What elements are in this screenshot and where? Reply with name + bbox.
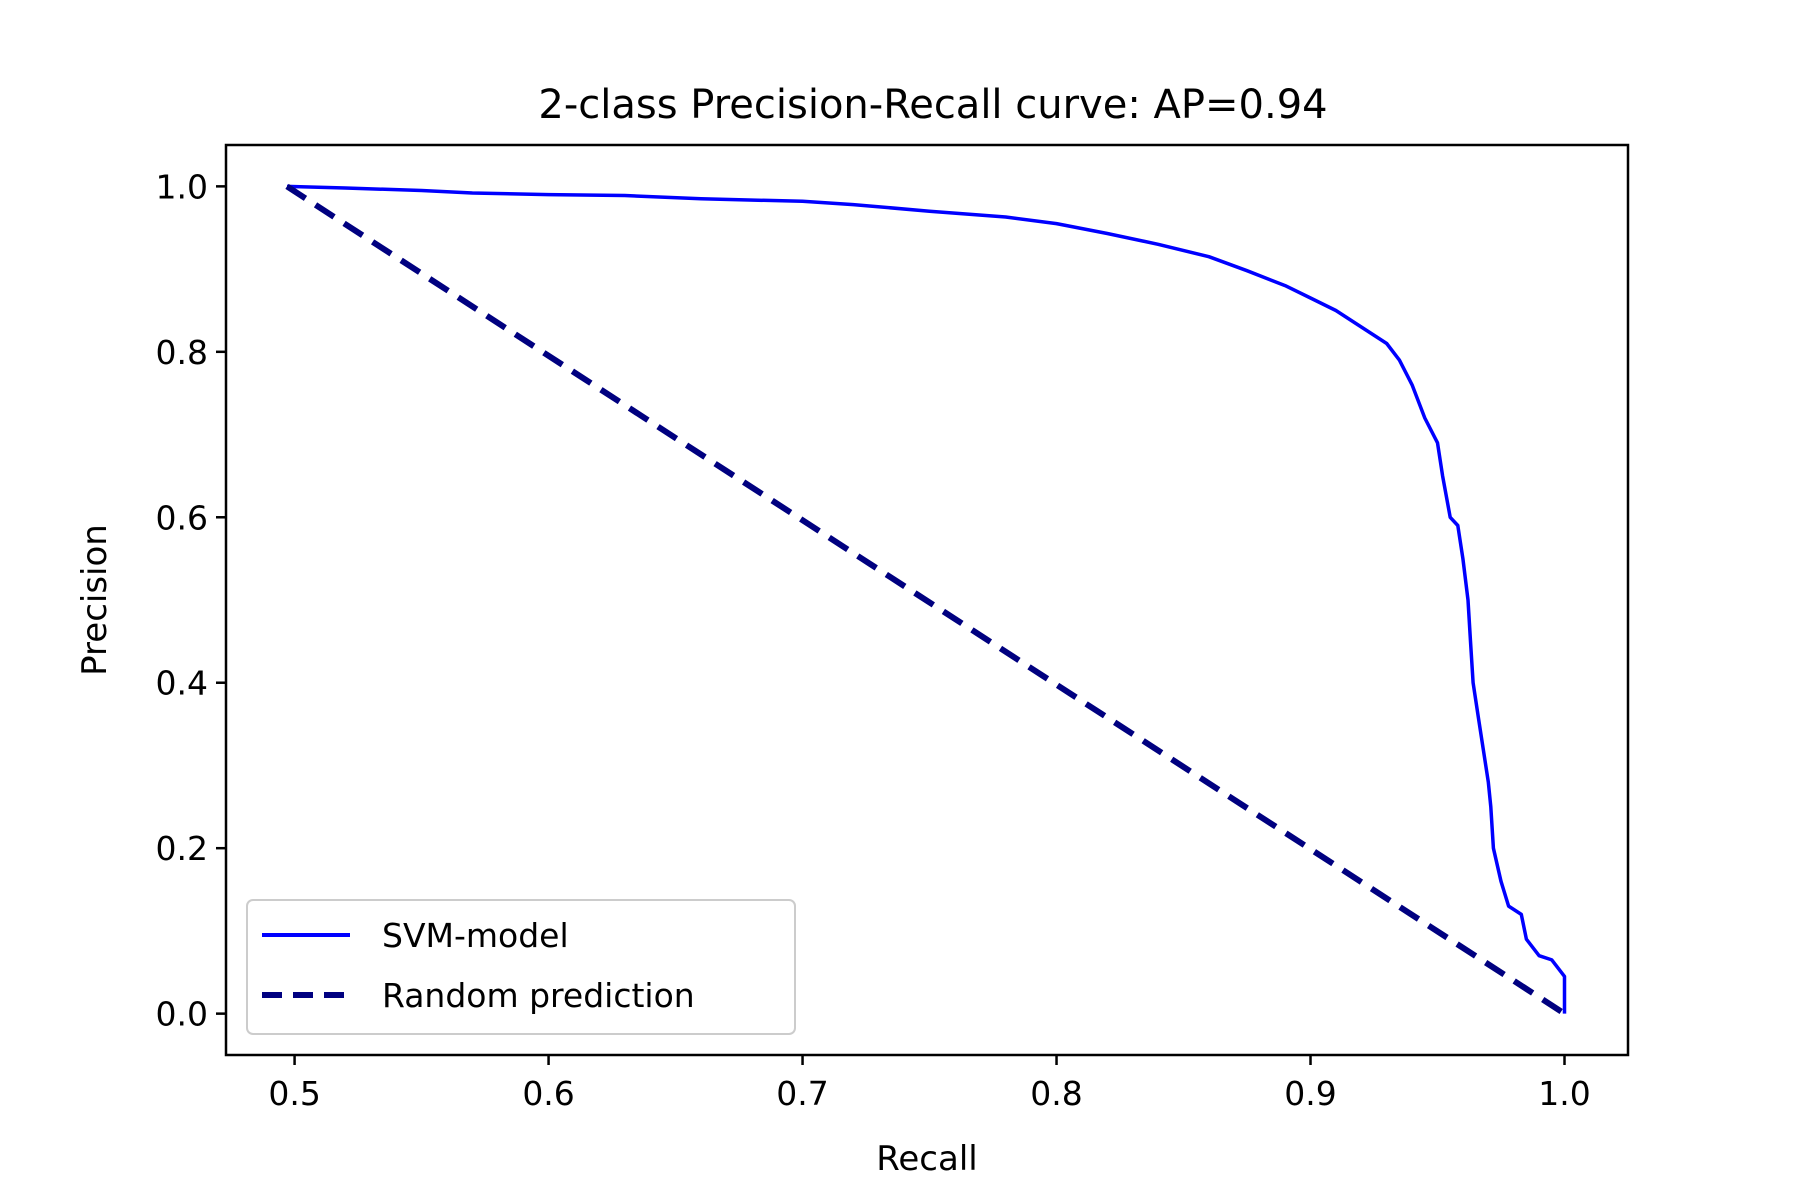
- y-axis-ticks: 0.0 0.2 0.4 0.6 0.8 1.0: [156, 167, 226, 1034]
- x-tick-label: 0.9: [1284, 1074, 1336, 1113]
- y-tick-label: 0.0: [156, 995, 208, 1034]
- legend-label-svm-model: SVM-model: [382, 916, 569, 955]
- x-tick-label: 0.8: [1030, 1074, 1082, 1113]
- y-tick-label: 0.6: [156, 498, 208, 537]
- y-tick-label: 0.8: [156, 333, 208, 372]
- x-axis-ticks: 0.5 0.6 0.7 0.8 0.9 1.0: [268, 1055, 1591, 1113]
- series-line-svm-model: [286, 184, 1567, 1014]
- chart-title: 2-class Precision-Recall curve: AP=0.94: [538, 82, 1327, 128]
- y-axis-label: Precision: [75, 524, 115, 676]
- x-tick-label: 0.6: [522, 1074, 574, 1113]
- y-tick-label: 1.0: [156, 167, 208, 206]
- x-tick-label: 0.5: [268, 1074, 320, 1113]
- x-tick-label: 0.7: [776, 1074, 828, 1113]
- y-tick-label: 0.2: [156, 829, 208, 868]
- x-tick-label: 1.0: [1538, 1074, 1590, 1113]
- legend-label-random-prediction: Random prediction: [382, 976, 695, 1015]
- legend: SVM-model Random prediction: [246, 899, 796, 1035]
- y-tick-label: 0.4: [156, 664, 208, 703]
- series-group: [285, 183, 1567, 1017]
- plot-frame: [224, 143, 1630, 1057]
- x-axis-label: Recall: [876, 1139, 977, 1179]
- series-line-random-prediction: [285, 183, 1567, 1017]
- legend-box: [246, 899, 796, 1035]
